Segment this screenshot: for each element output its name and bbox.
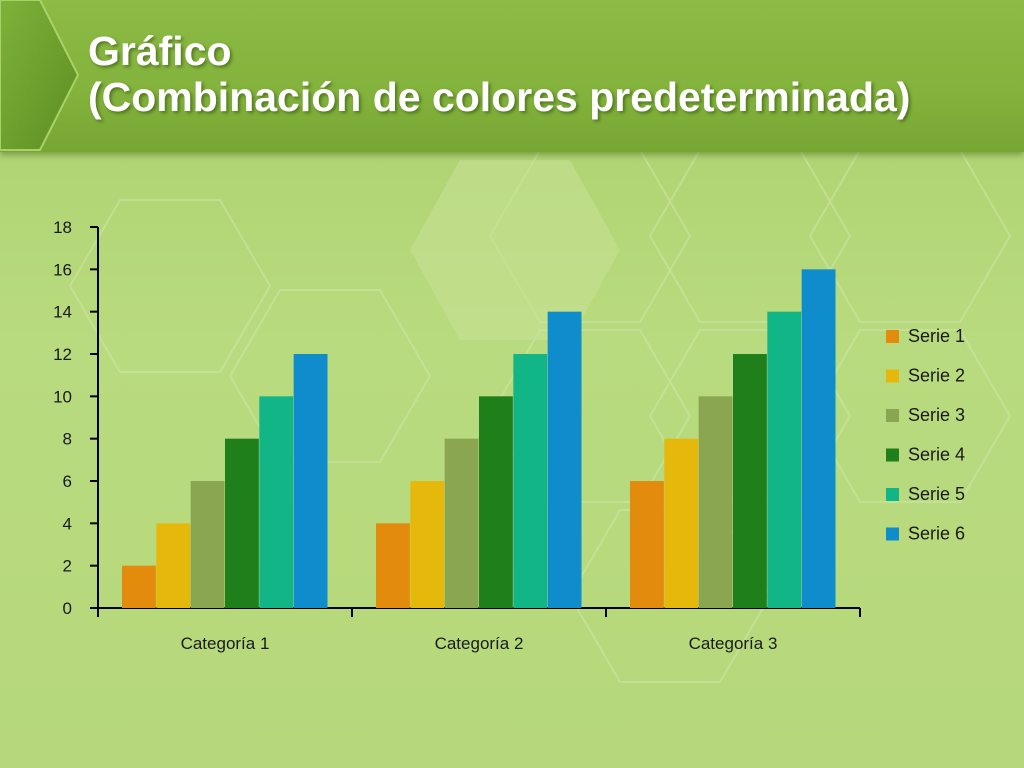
- y-tick-label: 4: [63, 514, 72, 533]
- x-category-label: Categoría 1: [181, 634, 270, 653]
- x-axis: Categoría 1 Categoría 2 Categoría 3: [97, 607, 861, 653]
- legend-label: Serie 1: [908, 326, 965, 346]
- legend-swatch: [886, 409, 899, 422]
- y-axis: 0 2 4 6 8 10 12 14 16 18: [53, 218, 99, 618]
- legend: Serie 1 Serie 2 Serie 3 Serie 4 Serie 5 Serie…: [886, 326, 965, 544]
- legend-label: Serie 5: [908, 484, 965, 504]
- bar-serie-6-cat-1: [293, 354, 328, 608]
- y-tick-label: 8: [63, 430, 72, 449]
- legend-label: Serie 4: [908, 445, 965, 465]
- y-tick-label: 16: [53, 260, 72, 279]
- bar-serie-2-cat-3: [664, 438, 699, 608]
- x-category-label: Categoría 3: [689, 634, 778, 653]
- bar-serie-6-cat-3: [801, 269, 836, 608]
- bar-serie-2-cat-1: [156, 523, 191, 608]
- bar-serie-4-cat-2: [479, 396, 513, 608]
- bar-serie-3-cat-2: [444, 438, 479, 608]
- legend-label: Serie 3: [908, 405, 965, 425]
- bar-serie-1-cat-2: [376, 523, 410, 608]
- x-category-label: Categoría 2: [435, 634, 524, 653]
- y-tick-label: 6: [63, 472, 72, 491]
- bars: [122, 269, 836, 608]
- bar-serie-5-cat-2: [513, 354, 548, 608]
- title-banner: Gráfico (Combinación de colores predeter…: [0, 0, 1024, 152]
- y-tick-label: 10: [53, 387, 72, 406]
- y-tick-label: 14: [53, 303, 72, 322]
- legend-swatch: [886, 527, 899, 541]
- legend-swatch: [886, 330, 899, 343]
- bar-serie-3-cat-3: [698, 396, 733, 608]
- slide-title-line-2: (Combinación de colores predeterminada): [88, 74, 911, 120]
- bar-serie-6-cat-2: [547, 311, 582, 608]
- slide-title-line-1: Gráfico: [88, 28, 232, 74]
- bar-serie-5-cat-3: [767, 311, 802, 608]
- legend-label: Serie 6: [908, 524, 965, 544]
- y-tick-label: 2: [63, 557, 72, 576]
- y-tick-label: 0: [63, 599, 72, 618]
- legend-swatch: [886, 448, 899, 462]
- y-tick-label: 18: [53, 218, 72, 237]
- bar-serie-3-cat-1: [190, 481, 225, 608]
- legend-label: Serie 2: [908, 366, 965, 386]
- bar-serie-4-cat-1: [225, 438, 259, 608]
- bar-serie-2-cat-2: [410, 481, 445, 608]
- bar-serie-1-cat-1: [122, 565, 156, 608]
- bar-serie-4-cat-3: [733, 354, 767, 608]
- bar-serie-1-cat-3: [630, 481, 664, 608]
- slide-title: Gráfico (Combinación de colores predeter…: [88, 28, 910, 120]
- bar-serie-5-cat-1: [259, 396, 294, 608]
- legend-swatch: [886, 369, 899, 383]
- title-hexagon-decoration: [0, 0, 80, 151]
- y-tick-label: 12: [53, 345, 72, 364]
- legend-swatch: [886, 488, 899, 501]
